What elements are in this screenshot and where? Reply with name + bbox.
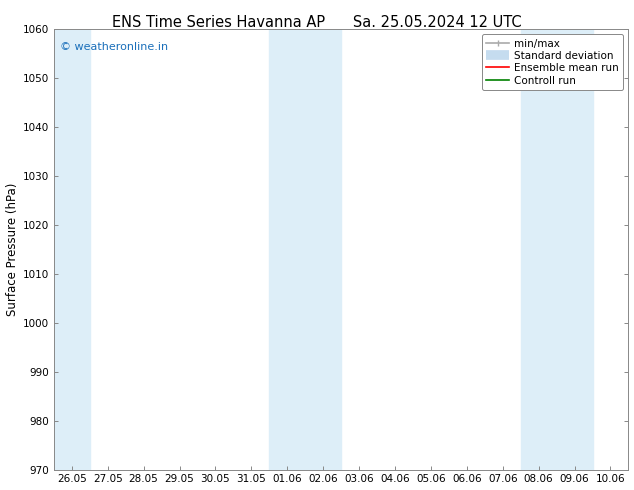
Bar xyxy=(269,29,341,469)
Text: ENS Time Series Havanna AP      Sa. 25.05.2024 12 UTC: ENS Time Series Havanna AP Sa. 25.05.202… xyxy=(112,15,522,30)
Y-axis label: Surface Pressure (hPa): Surface Pressure (hPa) xyxy=(6,183,18,316)
Bar xyxy=(521,29,593,469)
Text: © weatheronline.in: © weatheronline.in xyxy=(60,42,168,52)
Legend: min/max, Standard deviation, Ensemble mean run, Controll run: min/max, Standard deviation, Ensemble me… xyxy=(482,34,623,90)
Bar xyxy=(54,29,90,469)
